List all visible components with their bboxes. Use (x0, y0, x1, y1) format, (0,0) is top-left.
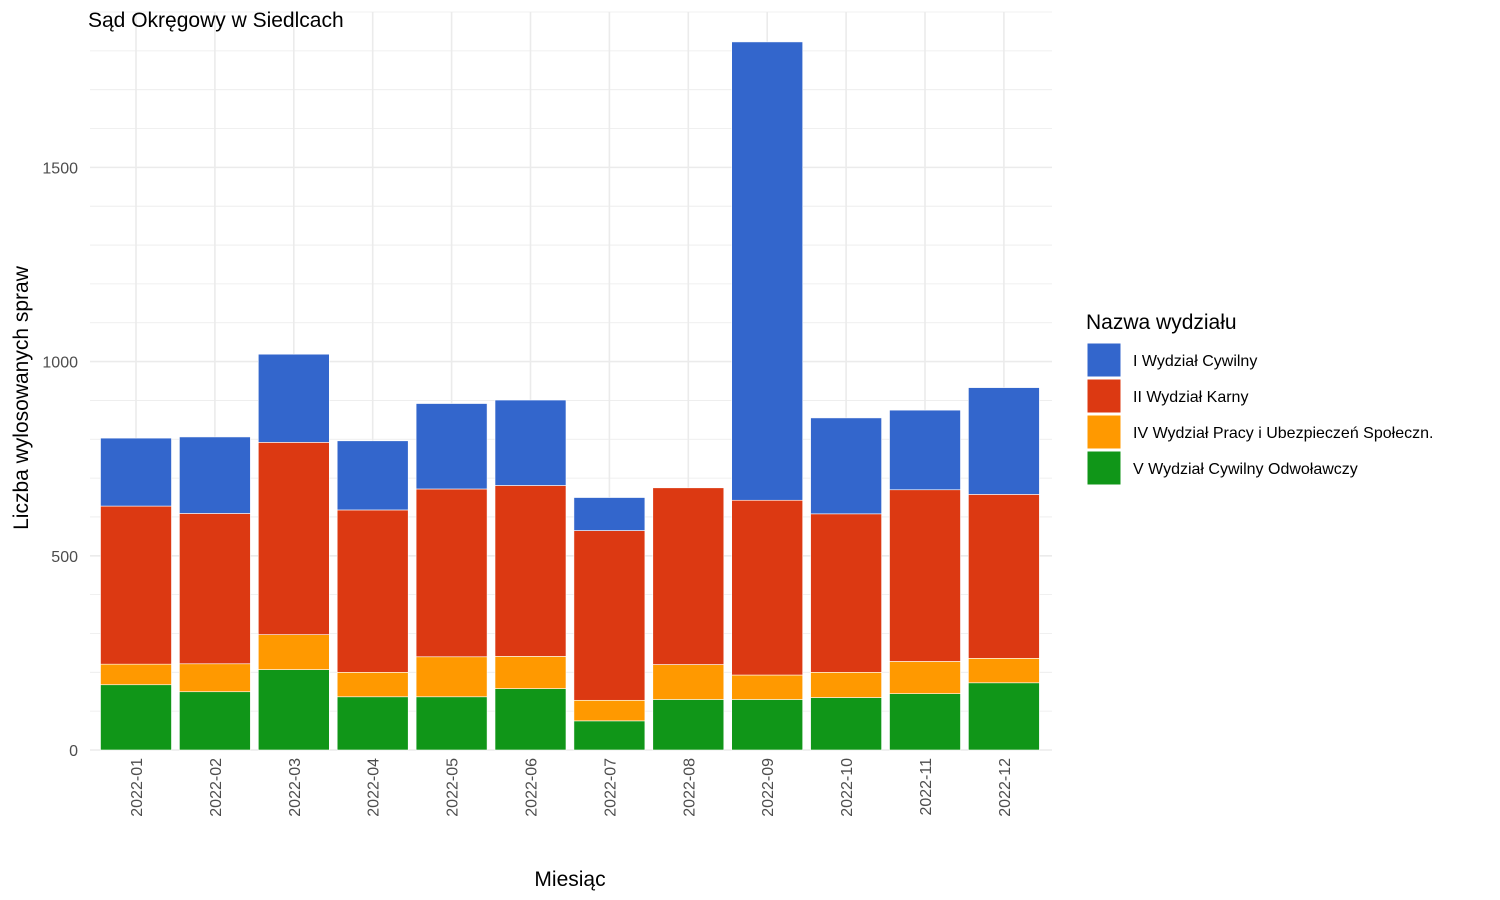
bar-segment (968, 682, 1040, 751)
legend-swatch (1086, 378, 1122, 414)
bar-segment (889, 489, 961, 662)
legend-label: II Wydział Karny (1133, 389, 1248, 406)
legend-label: V Wydział Cywilny Odwoławczy (1133, 461, 1358, 478)
bar-segment (810, 417, 882, 515)
bar-segment (415, 403, 488, 490)
bar-segment (336, 440, 409, 511)
legend-label: I Wydział Cywilny (1133, 353, 1257, 370)
bar-segment (100, 505, 172, 665)
x-axis-ticks: 2022-01 2022-02 2022-03 2022-04 2022-05 2022-… (129, 758, 1014, 817)
bar-segment (968, 494, 1040, 659)
bar-segment (336, 696, 409, 751)
legend-label: IV Wydział Pracy i Ubezpieczeń Społeczn. (1133, 425, 1433, 442)
x-tick-label: 2022-07 (602, 758, 619, 817)
bar-segment (968, 387, 1040, 495)
bar-segment (731, 699, 804, 751)
y-axis-title: Liczba wylosowanych spraw (10, 265, 33, 530)
x-tick-label: 2022-01 (129, 758, 146, 817)
legend-swatch (1086, 450, 1122, 486)
legend-swatch (1086, 414, 1122, 450)
x-tick-label: 2022-06 (524, 758, 541, 817)
bar-segment (494, 688, 567, 751)
bar-segment (257, 669, 330, 751)
y-tick-label: 500 (51, 549, 78, 566)
bar-segment (415, 696, 488, 751)
bar-segment (100, 437, 172, 507)
bar-segment (336, 672, 409, 698)
x-tick-label: 2022-09 (760, 758, 777, 817)
y-tick-label: 1500 (42, 160, 78, 177)
y-axis-ticks: 0 500 1000 1500 (42, 160, 78, 760)
legend-swatch (1086, 342, 1122, 378)
y-tick-label: 1000 (42, 355, 78, 372)
bar-segment (494, 656, 567, 689)
bar-segment (731, 674, 804, 700)
bar-segment (889, 661, 961, 694)
bar-segment (968, 658, 1040, 684)
x-tick-label: 2022-10 (839, 758, 856, 817)
bar-segment (415, 656, 488, 698)
bar-segment (810, 513, 882, 673)
bar-segment (100, 663, 172, 686)
bar-segment (494, 485, 567, 657)
bar-segment (494, 399, 567, 486)
bar-segment (100, 684, 172, 751)
bar-segment (731, 499, 804, 676)
bar-segment (415, 488, 488, 658)
bar-segment (573, 720, 646, 751)
bar-segment (179, 663, 251, 693)
bar-segment (257, 442, 330, 635)
y-tick-label: 0 (69, 743, 78, 760)
x-tick-label: 2022-05 (445, 758, 462, 817)
bar-segment (257, 353, 330, 443)
bar-segment (257, 634, 330, 670)
chart-title: Sąd Okręgowy w Siedlcach (88, 9, 344, 32)
bar-segment (573, 497, 646, 531)
bar-segment (731, 41, 804, 501)
x-tick-label: 2022-02 (208, 758, 225, 817)
bars (100, 41, 1040, 751)
bar-segment (652, 664, 725, 700)
bar-segment (179, 691, 251, 751)
bar-segment (336, 509, 409, 673)
bar-segment (889, 409, 961, 491)
x-tick-label: 2022-04 (366, 758, 383, 817)
x-tick-label: 2022-11 (918, 758, 935, 816)
bar-segment (810, 672, 882, 698)
bar-segment (652, 699, 725, 751)
bar-segment (573, 699, 646, 722)
bar-segment (652, 487, 725, 665)
legend: Nazwa wydziału I Wydział Cywilny II Wydzi… (1086, 311, 1433, 486)
x-tick-label: 2022-08 (681, 758, 698, 817)
x-tick-label: 2022-03 (287, 758, 304, 817)
x-tick-label: 2022-12 (997, 758, 1014, 817)
legend-title: Nazwa wydziału (1086, 311, 1237, 334)
x-axis-title: Miesiąc (534, 868, 605, 891)
bar-segment (179, 436, 251, 514)
bar-segment (810, 697, 882, 751)
bar-segment (573, 530, 646, 701)
bar-segment (889, 693, 961, 751)
bar-segment (179, 513, 251, 665)
